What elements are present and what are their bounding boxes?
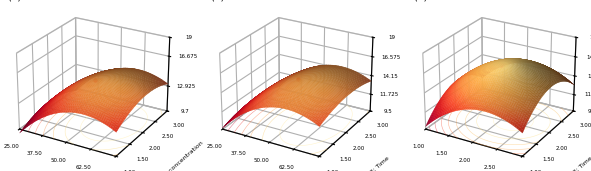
Text: (B): (B) bbox=[210, 0, 225, 1]
Text: (A): (A) bbox=[7, 0, 21, 1]
Y-axis label: X3: Time: X3: Time bbox=[366, 155, 391, 171]
Y-axis label: X3: Time: X3: Time bbox=[570, 155, 591, 171]
Text: (C): (C) bbox=[413, 0, 427, 1]
Y-axis label: X2: KOH concentration: X2: KOH concentration bbox=[147, 141, 204, 171]
